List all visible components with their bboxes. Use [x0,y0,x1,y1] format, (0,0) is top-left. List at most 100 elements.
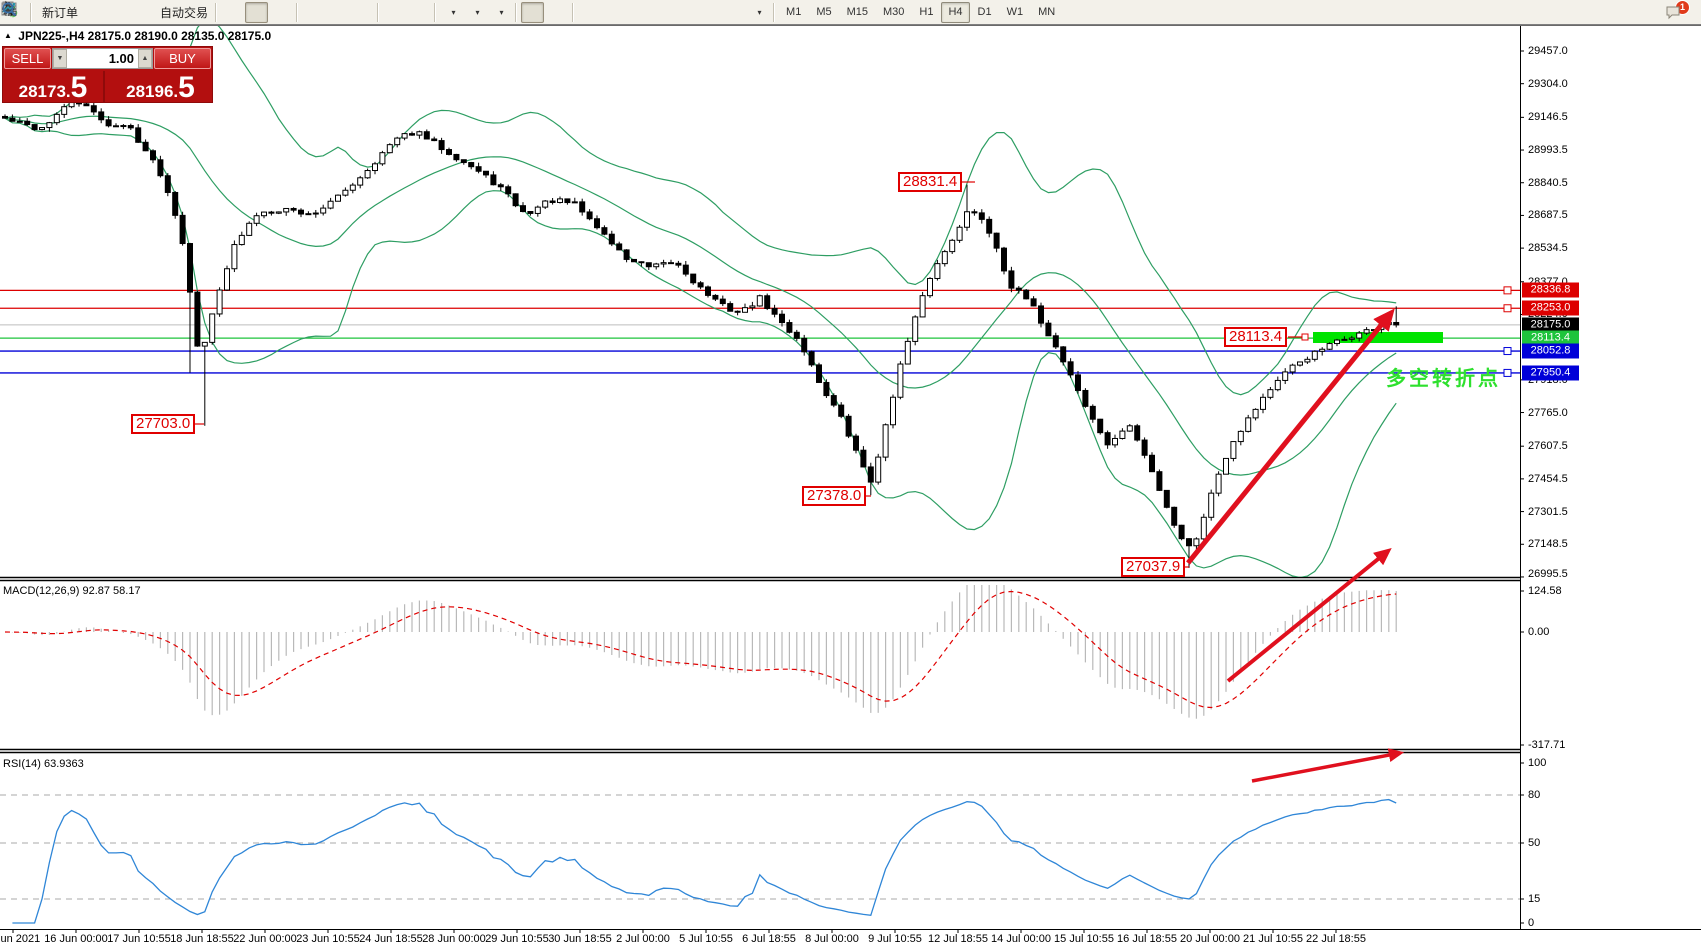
time-tick: 4 Jun 2021 [0,933,41,945]
tag-handle[interactable] [1301,333,1309,341]
timeframe-d1[interactable]: D1 [977,6,992,18]
buy-price[interactable]: 28196. 5 [126,71,195,104]
line-handle[interactable] [1503,286,1512,295]
search-button[interactable] [2,2,1662,23]
volume-decrease-button[interactable]: ▼ [53,49,67,68]
text-icon[interactable]: A [5,2,721,23]
volume-increase-button[interactable]: ▲ [138,49,152,68]
toolbar-separator [572,2,575,22]
cursor-icon[interactable] [5,0,545,23]
line-handle[interactable] [1503,347,1512,356]
zoom-out-icon[interactable] [2,2,349,23]
time-tick: 16 Jul 18:55 [1117,933,1177,945]
expand-triangle-icon[interactable]: ▲ [4,31,12,40]
candlestick-chart-icon[interactable] [3,1,269,23]
market-icon[interactable] [2,2,105,23]
channel-icon[interactable]: E [1,2,673,23]
price-level-label: 28052.8 [1522,343,1579,359]
timeframe-m1[interactable]: M1 [786,6,802,18]
trendline-icon[interactable] [2,2,649,23]
price-tag-annotation[interactable]: 27703.0 [131,414,196,434]
price-tick: 27607.5 [1528,440,1568,453]
sell-button[interactable]: SELL [4,48,51,69]
highlight-zone-bar[interactable] [1313,332,1443,343]
new-chart-dropdown[interactable]: ▾ [3,2,463,23]
indicator-axis-tick: 100 [1528,757,1547,769]
line-chart-icon[interactable] [1,2,292,23]
price-tick: 27454.5 [1528,472,1568,485]
price-tick: 28993.5 [1528,144,1568,157]
time-tick: 18 Jun 18:55 [170,933,234,945]
toolbar-separator [773,2,776,22]
trend-arrow[interactable] [1186,308,1395,565]
toolbar-separator [434,2,437,22]
volume-input[interactable]: 1.00 [108,51,134,66]
time-tick: 12 Jul 18:55 [928,933,988,945]
chevron-down-icon: ▾ [475,7,480,17]
indicators-dropdown[interactable]: ▾ [1,2,511,23]
period-dropdown[interactable]: ▾ [2,2,487,23]
timeframe-m30[interactable]: M30 [883,6,905,18]
price-tag-annotation[interactable]: 28831.4 [898,172,963,192]
timeframe-h4[interactable]: H4 [941,1,970,23]
text-label-icon[interactable]: T [2,2,745,23]
bollinger-lower-band[interactable] [4,117,1397,577]
price-tick: 27765.0 [1528,406,1568,419]
chart-header: ▲ JPN225-,H4 28175.0 28190.0 28135.0 281… [4,29,271,43]
price-tag-annotation[interactable]: 28113.4 [1224,327,1288,347]
zoom-in-icon[interactable] [2,2,325,23]
notifications-button[interactable]: 1 [1663,0,1690,23]
arrows-dropdown[interactable]: ▾ [2,2,769,23]
chart-symbol: JPN225-,H4 [18,29,85,43]
time-tick: 8 Jul 00:00 [805,933,859,945]
chart-shift-icon[interactable] [4,2,430,23]
bollinger-upper-band[interactable] [4,19,1397,396]
timeframe-mn[interactable]: MN [1038,6,1056,18]
macd-signal-line [4,590,1397,709]
line-handle[interactable] [1503,368,1512,377]
timeframe-w1[interactable]: W1 [1006,6,1024,18]
price-tag-annotation[interactable]: 27378.0 [802,486,867,506]
line-handle[interactable] [1503,304,1512,313]
tile-windows-icon[interactable] [1,2,373,23]
indicator-axis-tick: 80 [1528,789,1541,801]
macd-label: MACD(12,26,9) 92.87 58.17 [3,585,141,597]
toolbar-separator [215,2,218,22]
fibonacci-icon[interactable]: F [3,2,697,23]
toolbar-separator [30,2,32,22]
one-click-trading-panel: SELL ▼ 1.00 ▲ BUY 28173. 5 28196. 5 [2,46,213,103]
price-tick: 28534.5 [1528,242,1568,255]
indicator-axis-tick: -317.71 [1528,739,1566,751]
vertical-line-icon[interactable] [8,2,601,23]
trend-arrow[interactable] [1251,748,1405,783]
horizontal-line-icon[interactable] [2,2,625,23]
time-tick: 9 Jul 10:55 [868,933,922,945]
chevron-down-icon: ▾ [757,7,762,17]
time-tick: 21 Jul 10:55 [1243,933,1303,945]
sell-price[interactable]: 28173. 5 [3,71,105,103]
timeframe-m5[interactable]: M5 [816,6,832,18]
bollinger-middle-band[interactable] [4,115,1397,476]
timeframe-m15[interactable]: M15 [846,6,868,18]
turning-point-annotation: 多空转折点 [1386,368,1501,390]
time-tick: 2 Jul 00:00 [616,933,670,945]
timeframe-h1[interactable]: H1 [919,6,934,18]
bar-chart-icon[interactable] [3,2,244,23]
price-tick: 27148.5 [1528,538,1568,551]
community-icon[interactable] [3,2,129,23]
signals-icon[interactable] [5,2,153,23]
auto-trading-button[interactable]: 自动交易 [2,2,211,23]
new-order-button[interactable]: 新订单 [2,1,81,23]
trend-arrow[interactable] [1226,547,1392,683]
time-tick: 22 Jul 18:55 [1306,933,1366,945]
crosshair-icon[interactable] [2,2,568,23]
time-tick: 15 Jul 10:55 [1054,933,1114,945]
toolbar-separator [296,2,299,22]
auto-scroll-icon[interactable] [3,2,406,23]
price-tag-annotation[interactable]: 27037.9 [1121,557,1186,577]
price-tick: 29304.0 [1528,77,1568,90]
buy-button[interactable]: BUY [154,48,211,69]
time-tick: 28 Jun 00:00 [422,933,486,945]
